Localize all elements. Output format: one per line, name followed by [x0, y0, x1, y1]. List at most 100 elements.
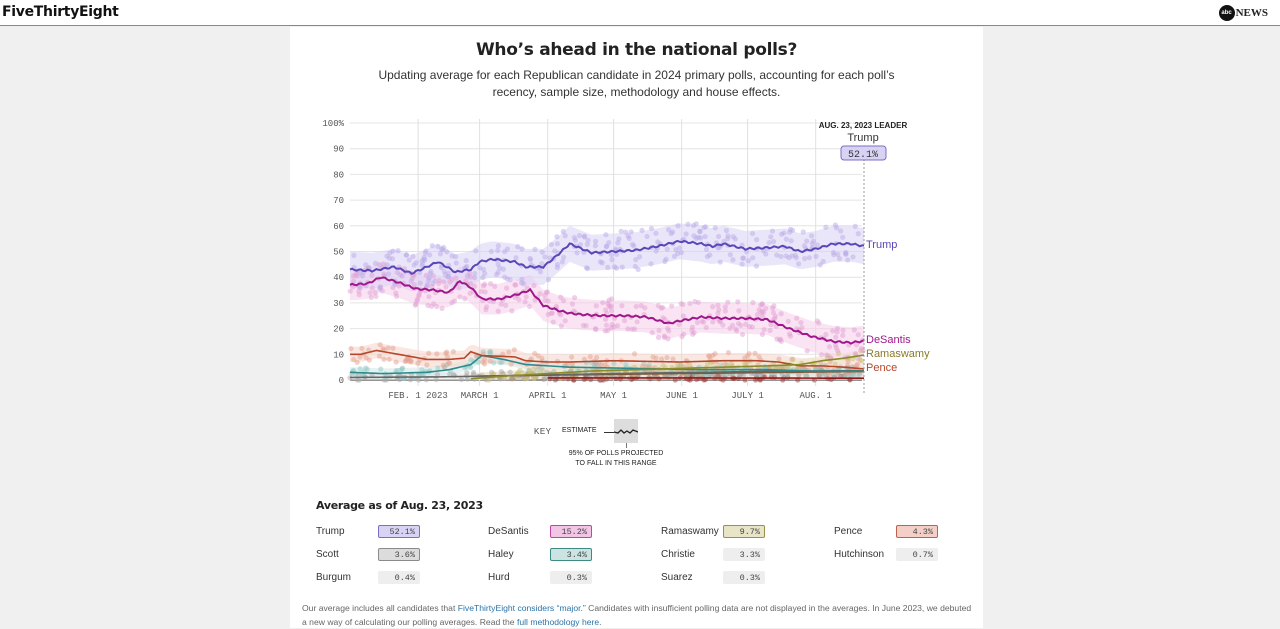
poll-dot-trump [856, 231, 861, 236]
poll-dot-pence [377, 353, 382, 358]
poll-dot-pence [855, 362, 860, 367]
poll-dot-desantis [367, 290, 372, 295]
poll-dot-trump [549, 242, 554, 247]
major-candidates-link[interactable]: FiveThirtyEight considers “major.” [458, 603, 586, 613]
fivethirtyeight-logo[interactable]: FiveThirtyEight [2, 4, 119, 20]
poll-dot-desantis [692, 299, 697, 304]
poll-dot-scott [508, 369, 513, 374]
chart-key: KEY ESTIMATE 95% OF POLLS PROJECTED TO F… [534, 425, 734, 475]
poll-dot-trump [472, 271, 477, 276]
poll-dot-scott [836, 372, 841, 377]
poll-dot-trump [789, 238, 794, 243]
poll-dot-trump [395, 270, 400, 275]
poll-dot-trump [754, 263, 759, 268]
poll-dot-scott [424, 377, 429, 382]
poll-dot-scott [465, 377, 470, 382]
poll-dot-desantis [558, 295, 563, 300]
poll-dot-pence [390, 346, 395, 351]
poll-dot-trump [767, 240, 772, 245]
poll-dot-trump [585, 266, 590, 271]
y-tick-label: 20 [333, 325, 344, 335]
poll-dot-desantis [429, 304, 434, 309]
poll-dot-trump [377, 286, 382, 291]
poll-dot-trump [410, 254, 415, 259]
poll-dot-scott [459, 377, 464, 382]
candidate-name: Trump [316, 526, 378, 537]
methodology-link[interactable]: full methodology here [517, 617, 599, 627]
poll-dot-desantis [730, 323, 735, 328]
poll-dot-desantis [496, 309, 501, 314]
poll-dot-trump [501, 267, 506, 272]
poll-dot-desantis [738, 323, 743, 328]
poll-dot-pence [381, 357, 386, 362]
poll-dot-trump [427, 252, 432, 257]
poll-dot-desantis [513, 282, 518, 287]
poll-dot-desantis [852, 327, 857, 332]
y-tick-label: 50 [333, 248, 344, 258]
poll-dot-trump [633, 264, 638, 269]
poll-dot-desantis [723, 304, 728, 309]
abc-news-logo[interactable]: abc NEWS [1219, 5, 1268, 21]
poll-dot-trump [609, 257, 614, 262]
y-tick-label: 0 [339, 376, 344, 386]
poll-dot-pence [767, 364, 772, 369]
poll-dot-desantis [735, 299, 740, 304]
poll-dot-desantis [725, 300, 730, 305]
poll-dot-trump [419, 258, 424, 263]
poll-dot-trump [444, 249, 449, 254]
top-navigation-bar: FiveThirtyEight abc NEWS [0, 0, 1280, 26]
poll-dot-desantis [524, 294, 529, 299]
poll-dot-trump [395, 248, 400, 253]
x-tick-label: JULY 1 [731, 391, 763, 401]
candidate-name: DeSantis [488, 526, 550, 537]
poll-dot-desantis [551, 319, 556, 324]
poll-dot-trump [626, 234, 631, 239]
poll-dot-trump [770, 228, 775, 233]
poll-dot-trump [542, 254, 547, 259]
poll-dot-pence [712, 351, 717, 356]
poll-dot-desantis [481, 283, 486, 288]
poll-dot-trump [707, 252, 712, 257]
poll-dot-pence [747, 351, 752, 356]
poll-dot-desantis [639, 303, 644, 308]
poll-dot-trump [496, 243, 501, 248]
poll-dot-desantis [656, 328, 661, 333]
poll-dot-desantis [488, 281, 493, 286]
poll-dot-desantis [859, 346, 864, 351]
poll-dot-trump [750, 231, 755, 236]
poll-dot-desantis [840, 333, 845, 338]
poll-dot-desantis [736, 308, 741, 313]
candidate-name: Haley [488, 549, 550, 560]
x-tick-label: AUG. 1 [799, 391, 831, 401]
poll-dot-desantis [830, 328, 835, 333]
leader-name: Trump [847, 132, 878, 144]
poll-dot-desantis [369, 295, 374, 300]
poll-dot-haley [400, 366, 405, 371]
poll-dot-pence [487, 359, 492, 364]
poll-dot-desantis [439, 306, 444, 311]
poll-dot-trump [796, 261, 801, 266]
poll-dot-pence [426, 351, 431, 356]
poll-dot-pence [394, 359, 399, 364]
abc-news-text: NEWS [1236, 7, 1268, 19]
poll-dot-desantis [678, 301, 683, 306]
poll-dot-trump [527, 256, 532, 261]
poll-dot-trump [351, 253, 356, 258]
poll-dot-trump [685, 222, 690, 227]
key-estimate-line-icon [614, 427, 638, 437]
poll-dot-trump [409, 279, 414, 284]
poll-dot-desantis [603, 328, 608, 333]
poll-dot-desantis [777, 337, 782, 342]
poll-dot-trump [669, 231, 674, 236]
poll-dot-trump [494, 272, 499, 277]
candidate-average-badge: 15.2% [550, 525, 592, 538]
poll-dot-desantis [699, 319, 704, 324]
poll-dot-trump [495, 248, 500, 253]
poll-dot-pence [756, 354, 761, 359]
poll-dot-trump [691, 233, 696, 238]
